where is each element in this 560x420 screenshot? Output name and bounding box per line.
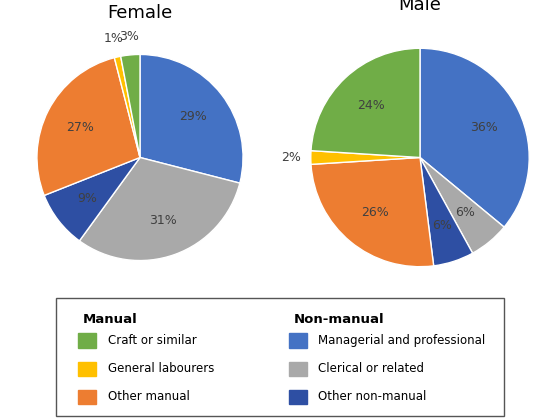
Bar xyxy=(289,333,307,348)
Text: 26%: 26% xyxy=(361,206,389,219)
Wedge shape xyxy=(140,55,243,183)
Wedge shape xyxy=(121,55,140,158)
Text: Manual: Manual xyxy=(83,313,138,326)
Bar xyxy=(78,333,96,348)
Text: 31%: 31% xyxy=(149,214,176,227)
Text: 36%: 36% xyxy=(470,121,498,134)
Text: Non-manual: Non-manual xyxy=(293,313,384,326)
Text: Other non-manual: Other non-manual xyxy=(318,391,427,404)
Wedge shape xyxy=(311,48,420,158)
Wedge shape xyxy=(311,158,433,267)
Wedge shape xyxy=(420,48,529,227)
Text: 29%: 29% xyxy=(179,110,207,123)
Text: Clerical or related: Clerical or related xyxy=(318,362,424,375)
Text: 6%: 6% xyxy=(455,206,475,219)
Text: 1%: 1% xyxy=(104,32,123,45)
Wedge shape xyxy=(420,158,504,253)
Bar xyxy=(289,390,307,404)
Title: Male: Male xyxy=(399,0,441,14)
Wedge shape xyxy=(114,56,140,158)
Title: Female: Female xyxy=(108,4,172,21)
Text: 9%: 9% xyxy=(77,192,97,205)
Bar xyxy=(78,362,96,376)
Text: 3%: 3% xyxy=(119,30,138,43)
Text: Craft or similar: Craft or similar xyxy=(108,334,196,347)
Wedge shape xyxy=(37,58,140,195)
Text: 2%: 2% xyxy=(281,151,301,164)
Wedge shape xyxy=(311,151,420,164)
Bar xyxy=(289,362,307,376)
Text: 6%: 6% xyxy=(432,218,452,231)
Text: 27%: 27% xyxy=(67,121,94,134)
Wedge shape xyxy=(44,158,140,241)
Text: 24%: 24% xyxy=(357,99,385,112)
Wedge shape xyxy=(80,158,240,260)
Text: General labourers: General labourers xyxy=(108,362,214,375)
Text: Other manual: Other manual xyxy=(108,391,189,404)
Wedge shape xyxy=(420,158,473,266)
Text: Managerial and professional: Managerial and professional xyxy=(318,334,486,347)
Bar xyxy=(78,390,96,404)
